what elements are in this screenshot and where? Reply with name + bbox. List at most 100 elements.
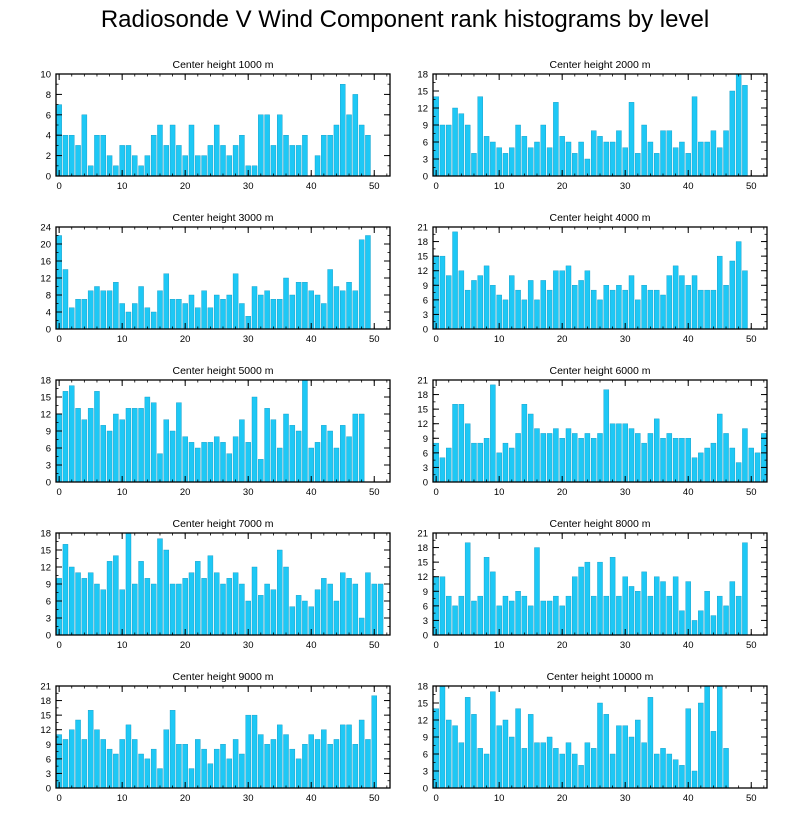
bar (710, 130, 717, 177)
y-tick-label: 12 (417, 104, 428, 115)
bar (439, 576, 446, 636)
bar (477, 275, 483, 330)
y-tick-label: 18 (417, 390, 428, 401)
bar (106, 155, 113, 177)
bar (195, 155, 201, 177)
x-tick-label: 0 (434, 487, 439, 498)
bar (239, 583, 245, 636)
bar (276, 447, 283, 483)
bar (132, 583, 138, 636)
y-tick-label: 3 (46, 614, 51, 625)
y-tick-label: 0 (46, 784, 51, 795)
bar (653, 153, 660, 177)
y-tick-label: 15 (40, 546, 51, 557)
x-tick-label: 50 (746, 640, 757, 651)
y-tick-label: 9 (423, 434, 428, 445)
bar (490, 384, 496, 483)
bar (81, 419, 88, 483)
bar (509, 600, 515, 636)
bar (283, 277, 289, 330)
bar (270, 589, 277, 636)
bar (471, 442, 477, 483)
bar (289, 145, 296, 177)
bar (502, 442, 509, 483)
x-tick-label: 30 (243, 334, 254, 345)
bar (100, 134, 106, 177)
bar (113, 555, 119, 636)
bar (251, 714, 258, 789)
y-tick-label: 3 (46, 769, 51, 780)
bar (163, 729, 170, 789)
x-tick-label: 50 (369, 487, 380, 498)
bar (138, 753, 144, 789)
bar (439, 457, 446, 483)
bar (534, 547, 540, 636)
x-tick-label: 20 (557, 640, 568, 651)
bar (163, 273, 170, 330)
bar (100, 739, 106, 789)
bar (213, 294, 220, 330)
bar (340, 290, 346, 330)
bar (509, 447, 515, 483)
bar (622, 725, 628, 789)
y-tick-label: 0 (423, 172, 428, 183)
bar (75, 408, 81, 483)
bar (628, 428, 635, 483)
x-tick-label: 20 (180, 640, 191, 651)
bar (207, 145, 214, 177)
bar (433, 96, 439, 177)
bar (251, 286, 258, 330)
y-tick-label: 12 (40, 563, 51, 574)
x-tick-label: 30 (620, 181, 631, 192)
bar (113, 165, 119, 177)
panel-10: Center height 10000 m 0 10 20 30 40 50 0 3 6 9 12 15… (417, 671, 768, 804)
panel-title: Center height 5000 m (173, 365, 274, 377)
bar (521, 136, 528, 177)
y-tick-label: 3 (423, 767, 428, 778)
bar (672, 147, 679, 177)
bar (666, 595, 673, 636)
bar (490, 141, 496, 177)
bar (207, 442, 214, 483)
bar (584, 158, 591, 177)
bar (698, 141, 704, 177)
y-tick-label: 24 (40, 223, 51, 234)
y-tick-label: 0 (46, 631, 51, 642)
bar (125, 408, 132, 483)
bar (94, 729, 100, 789)
bar (666, 433, 673, 483)
x-tick-label: 0 (57, 487, 62, 498)
bar (138, 286, 144, 330)
bar (333, 124, 340, 177)
bar (169, 710, 176, 789)
bar (81, 739, 88, 789)
bar (176, 402, 182, 483)
bar (264, 290, 270, 330)
bar (584, 433, 591, 483)
x-tick-label: 10 (117, 640, 128, 651)
x-tick-label: 50 (369, 181, 380, 192)
bar (182, 744, 188, 789)
x-tick-label: 20 (557, 487, 568, 498)
bar (264, 744, 270, 789)
panel-title: Center height 2000 m (550, 59, 651, 71)
bar (251, 165, 258, 177)
y-tick-label: 3 (423, 463, 428, 474)
y-tick-label: 6 (423, 750, 428, 761)
bar (87, 165, 94, 177)
bar (144, 396, 151, 483)
bar (169, 299, 176, 330)
bar (635, 433, 641, 483)
y-tick-label: 9 (423, 587, 428, 598)
y-tick-label: 10 (40, 70, 51, 81)
bar (138, 165, 144, 177)
x-tick-label: 30 (243, 487, 254, 498)
bar (578, 438, 584, 483)
bar (666, 753, 673, 789)
bar (691, 620, 698, 636)
y-tick-label: 6 (423, 138, 428, 149)
y-tick-label: 9 (46, 427, 51, 438)
bar (94, 286, 100, 330)
bar (490, 571, 496, 636)
bar (69, 134, 75, 177)
